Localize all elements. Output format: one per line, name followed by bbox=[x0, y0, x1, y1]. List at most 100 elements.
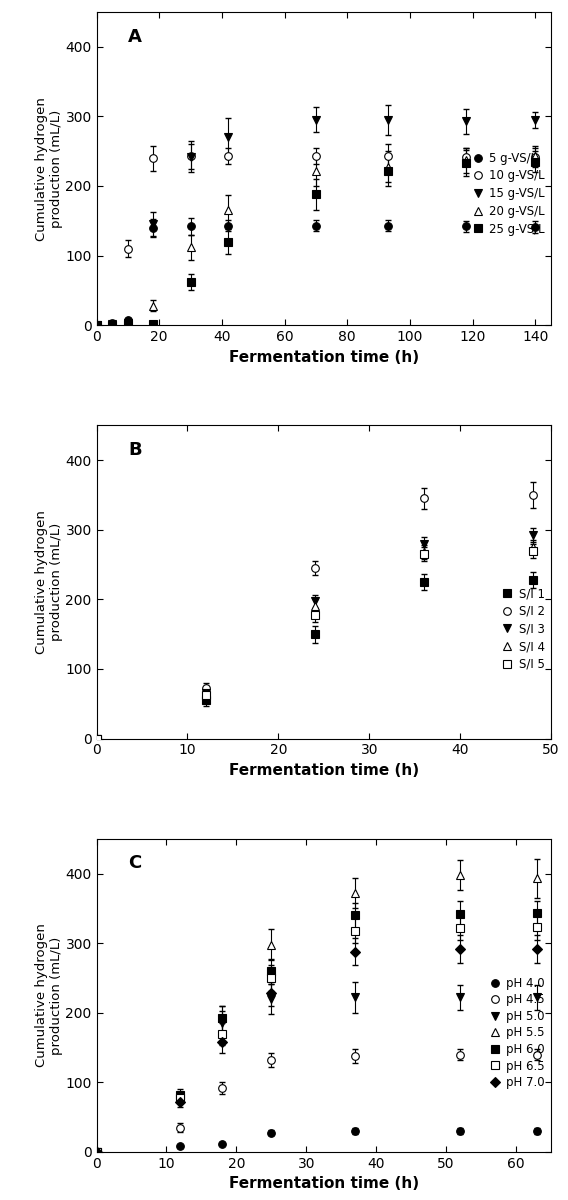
15 g-VS/L bbox=[93, 318, 100, 332]
S/I 2 bbox=[202, 682, 209, 696]
pH 4.0 bbox=[268, 1126, 275, 1140]
pH 5.5 bbox=[457, 868, 463, 882]
20 g-VS/L bbox=[532, 149, 538, 163]
pH 6.0 bbox=[93, 1145, 100, 1159]
pH 7.0 bbox=[268, 986, 275, 1001]
10 g-VS/L bbox=[532, 150, 538, 164]
S/I 5 bbox=[311, 607, 318, 622]
pH 7.0 bbox=[533, 942, 540, 956]
pH 4.5 bbox=[219, 1081, 226, 1096]
Line: S/I 2: S/I 2 bbox=[93, 491, 537, 743]
pH 4.5 bbox=[93, 1145, 100, 1159]
S/I 5 bbox=[420, 547, 427, 562]
5 g-VS/L bbox=[149, 221, 156, 235]
S/I 4 bbox=[529, 540, 536, 554]
15 g-VS/L bbox=[532, 113, 538, 127]
pH 4.0 bbox=[352, 1124, 358, 1139]
pH 4.0 bbox=[177, 1139, 184, 1153]
pH 6.5 bbox=[177, 1091, 184, 1105]
pH 6.5 bbox=[93, 1145, 100, 1159]
pH 5.5 bbox=[219, 1012, 226, 1026]
S/I 5 bbox=[529, 544, 536, 558]
pH 6.5 bbox=[219, 1026, 226, 1040]
S/I 4 bbox=[93, 731, 100, 745]
10 g-VS/L bbox=[312, 149, 319, 163]
Line: pH 6.5: pH 6.5 bbox=[93, 923, 541, 1156]
10 g-VS/L bbox=[109, 316, 116, 330]
5 g-VS/L bbox=[93, 318, 100, 332]
5 g-VS/L bbox=[187, 220, 194, 234]
Line: pH 4.0: pH 4.0 bbox=[93, 1127, 541, 1156]
S/I 1 bbox=[93, 731, 100, 745]
pH 6.0 bbox=[457, 907, 463, 922]
Line: pH 5.5: pH 5.5 bbox=[93, 871, 541, 1156]
pH 4.0 bbox=[457, 1124, 463, 1139]
S/I 2 bbox=[311, 560, 318, 575]
Line: pH 5.0: pH 5.0 bbox=[93, 994, 541, 1156]
S/I 1 bbox=[311, 626, 318, 641]
S/I 3 bbox=[420, 536, 427, 551]
Text: C: C bbox=[128, 854, 141, 872]
pH 7.0 bbox=[219, 1034, 226, 1049]
5 g-VS/L bbox=[124, 312, 131, 326]
S/I 3 bbox=[311, 594, 318, 608]
pH 4.5 bbox=[268, 1052, 275, 1067]
5 g-VS/L bbox=[225, 218, 232, 233]
25 g-VS/L bbox=[93, 318, 100, 332]
S/I 3 bbox=[202, 686, 209, 701]
Line: pH 4.5: pH 4.5 bbox=[93, 1051, 541, 1156]
15 g-VS/L bbox=[109, 317, 116, 331]
pH 5.0 bbox=[533, 990, 540, 1004]
15 g-VS/L bbox=[149, 217, 156, 232]
pH 6.0 bbox=[219, 1012, 226, 1026]
Line: 15 g-VS/L: 15 g-VS/L bbox=[93, 116, 539, 329]
S/I 4 bbox=[420, 545, 427, 559]
Line: 5 g-VS/L: 5 g-VS/L bbox=[93, 222, 539, 329]
pH 4.0 bbox=[219, 1136, 226, 1151]
Y-axis label: Cumulative hydrogen
production (mL/L): Cumulative hydrogen production (mL/L) bbox=[35, 924, 62, 1067]
pH 4.0 bbox=[93, 1145, 100, 1159]
S/I 4 bbox=[202, 686, 209, 701]
pH 5.0 bbox=[268, 991, 275, 1006]
pH 6.5 bbox=[352, 924, 358, 938]
15 g-VS/L bbox=[124, 316, 131, 330]
pH 6.0 bbox=[177, 1087, 184, 1102]
25 g-VS/L bbox=[225, 234, 232, 248]
Line: 25 g-VS/L: 25 g-VS/L bbox=[93, 158, 539, 329]
5 g-VS/L bbox=[312, 218, 319, 233]
pH 6.0 bbox=[268, 964, 275, 978]
25 g-VS/L bbox=[532, 155, 538, 169]
S/I 5 bbox=[202, 689, 209, 703]
25 g-VS/L bbox=[312, 187, 319, 202]
pH 6.0 bbox=[533, 906, 540, 920]
Legend: pH 4.0, pH 4.5, pH 5.0, pH 5.5, pH 6.0, pH 6.5, pH 7.0: pH 4.0, pH 4.5, pH 5.0, pH 5.5, pH 6.0, … bbox=[488, 977, 545, 1090]
X-axis label: Fermentation time (h): Fermentation time (h) bbox=[229, 349, 419, 365]
pH 4.5 bbox=[533, 1048, 540, 1062]
Line: S/I 4: S/I 4 bbox=[93, 544, 537, 743]
Legend: 5 g-VS/L, 10 g-VS/L, 15 g-VS/L, 20 g-VS/L, 25 g-VS/L: 5 g-VS/L, 10 g-VS/L, 15 g-VS/L, 20 g-VS/… bbox=[471, 151, 545, 235]
S/I 1 bbox=[529, 572, 536, 587]
Line: S/I 3: S/I 3 bbox=[93, 532, 537, 743]
20 g-VS/L bbox=[225, 203, 232, 217]
pH 4.5 bbox=[177, 1121, 184, 1135]
pH 5.5 bbox=[177, 1091, 184, 1105]
S/I 4 bbox=[311, 599, 318, 613]
Line: 20 g-VS/L: 20 g-VS/L bbox=[93, 152, 539, 329]
pH 5.5 bbox=[93, 1145, 100, 1159]
5 g-VS/L bbox=[385, 218, 391, 233]
Text: A: A bbox=[128, 28, 142, 46]
pH 5.5 bbox=[268, 937, 275, 952]
X-axis label: Fermentation time (h): Fermentation time (h) bbox=[229, 1176, 419, 1192]
20 g-VS/L bbox=[187, 240, 194, 254]
S/I 5 bbox=[93, 731, 100, 745]
5 g-VS/L bbox=[532, 220, 538, 234]
S/I 1 bbox=[202, 694, 209, 708]
15 g-VS/L bbox=[385, 113, 391, 127]
S/I 2 bbox=[93, 731, 100, 745]
pH 5.0 bbox=[219, 1016, 226, 1031]
25 g-VS/L bbox=[124, 317, 131, 331]
20 g-VS/L bbox=[93, 318, 100, 332]
pH 4.5 bbox=[352, 1049, 358, 1063]
S/I 2 bbox=[529, 488, 536, 503]
5 g-VS/L bbox=[109, 317, 116, 331]
